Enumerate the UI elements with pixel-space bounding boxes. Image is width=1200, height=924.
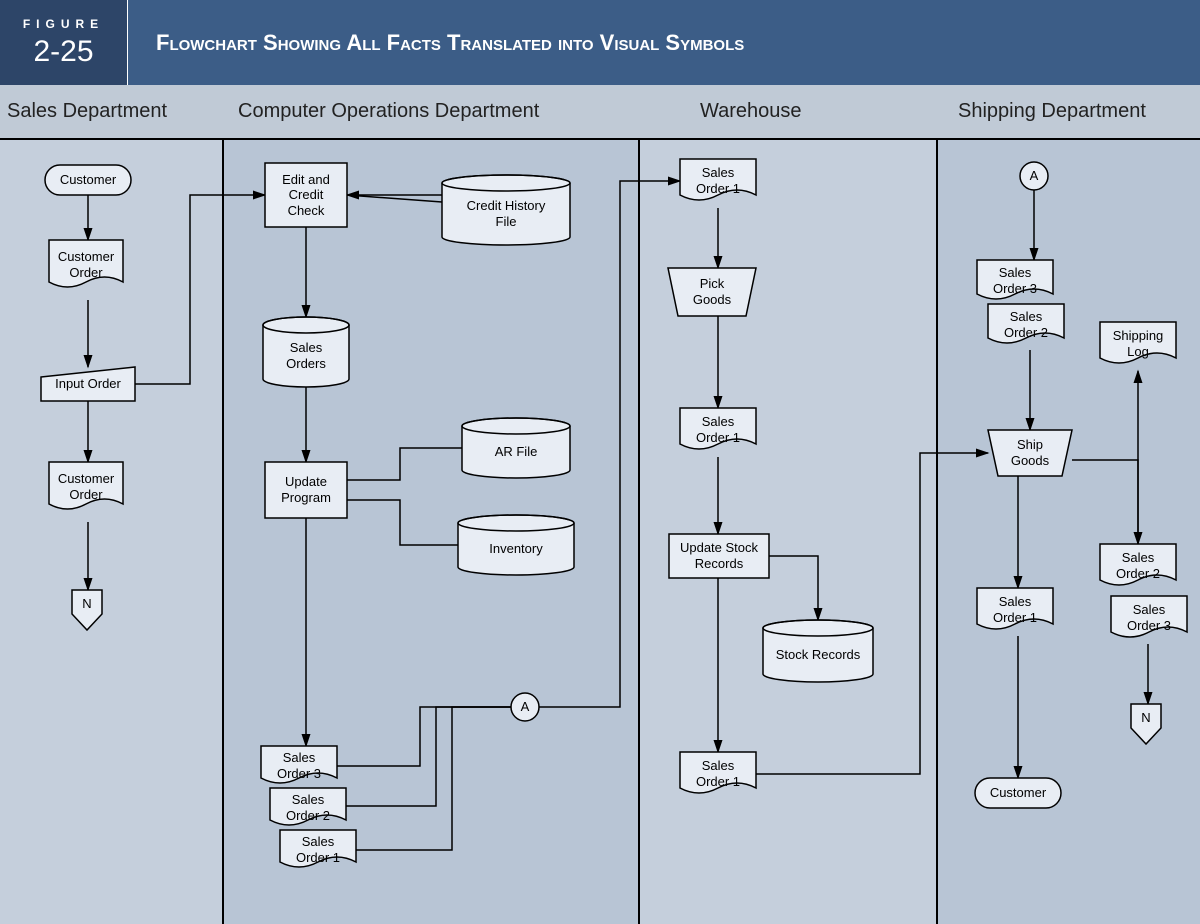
flowchart-svg bbox=[0, 0, 1200, 924]
